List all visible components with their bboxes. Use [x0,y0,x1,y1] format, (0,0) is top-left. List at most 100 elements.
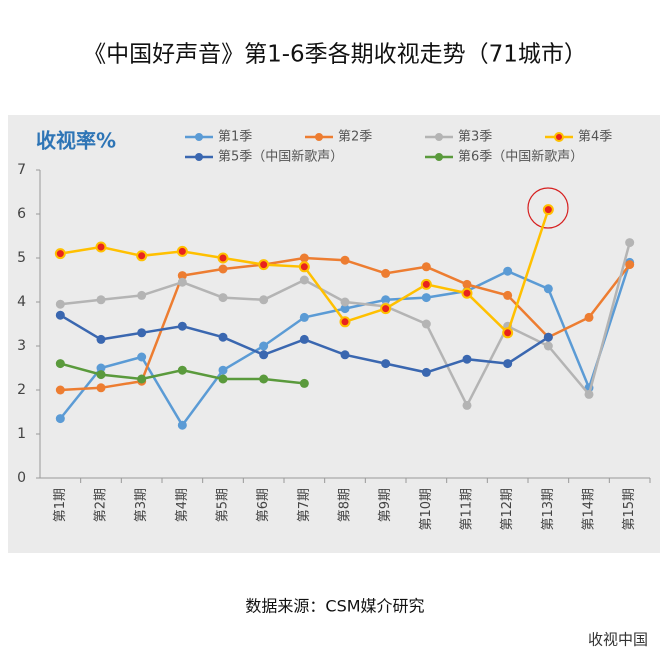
chart-title: 《中国好声音》第1-6季各期收视走势（71城市） [83,42,587,68]
series-marker [380,303,392,315]
series-marker [96,295,106,305]
x-tick-label: 第5期 [216,488,231,522]
series-marker [137,352,147,362]
plot-background [8,115,660,553]
legend-marker [195,133,203,141]
y-tick-label: 4 [17,294,26,310]
series-marker [421,367,431,377]
x-tick-label: 第12期 [500,488,515,531]
series-marker [95,241,107,253]
series-marker [340,350,350,360]
watermark: 收视中国 [588,631,648,649]
series-marker [55,414,65,424]
legend-marker [554,132,564,142]
series-marker [55,385,65,395]
series-marker [299,312,309,322]
series-marker [381,295,391,305]
x-tick-label: 第4期 [175,488,190,522]
x-tick-label: 第8期 [338,488,353,522]
series-marker [54,248,66,260]
series-marker [137,374,147,384]
x-tick-label: 第3期 [134,488,149,522]
legend-marker [315,133,323,141]
series-marker [259,350,269,360]
series-marker [462,354,472,364]
series-marker [218,374,228,384]
series-marker [461,287,473,299]
highlight-circle [527,187,569,229]
series-marker [96,383,106,393]
series-marker [503,290,513,300]
series-marker [381,268,391,278]
series-marker [299,275,309,285]
series-marker [381,359,391,369]
series-marker [299,334,309,344]
x-tick-label: 第15期 [622,488,637,531]
x-tick-label: 第1期 [53,488,68,522]
series-marker [298,261,310,273]
series-marker [462,400,472,410]
series-marker [421,293,431,303]
series-marker [55,299,65,309]
series-marker [543,341,553,351]
x-tick-label: 第6期 [256,488,271,522]
series-marker [218,332,228,342]
series-marker [503,359,513,369]
x-tick-label: 第14期 [582,488,597,531]
y-tick-label: 1 [17,426,26,442]
source-note: 数据来源：CSM媒介研究 [245,597,424,616]
series-marker [503,266,513,276]
series-marker [258,259,270,271]
legend-label: 第4季 [578,130,612,145]
series-marker [421,319,431,329]
series-marker [462,279,472,289]
series-marker [420,278,432,290]
series-marker [259,374,269,384]
legend-label: 第2季 [338,130,372,145]
legend-label: 第6季（中国新歌声） [458,149,583,165]
series-marker [177,271,187,281]
y-tick-label: 6 [17,206,26,222]
y-tick-label: 0 [17,470,26,486]
series-marker [625,260,635,270]
series-marker [218,293,228,303]
y-tick-label: 2 [17,382,26,398]
series-marker [584,389,594,399]
series-marker [421,262,431,272]
x-tick-label: 第7期 [297,488,312,522]
series-marker [543,332,553,342]
x-tick-label: 第10期 [419,488,434,531]
series-marker [259,295,269,305]
x-tick-label: 第11期 [460,488,475,531]
series-marker [177,321,187,331]
legend-marker [435,153,443,161]
series-marker [259,341,269,351]
y-tick-label: 7 [17,162,26,178]
series-marker [543,284,553,294]
series-marker [177,420,187,430]
series-marker [340,255,350,265]
series-marker [137,328,147,338]
legend-label: 第5季（中国新歌声） [218,149,343,165]
series-marker [542,204,554,216]
series-marker [55,359,65,369]
x-tick-label: 第13期 [541,488,556,531]
series-marker [584,312,594,322]
y-tick-label: 3 [17,338,26,354]
legend-marker [435,133,443,141]
series-marker [218,365,228,375]
y-axis-label: 收视率% [36,129,116,153]
y-tick-label: 5 [17,250,26,266]
legend-label: 第3季 [458,130,492,145]
x-tick-label: 第9期 [378,488,393,522]
series-marker [218,264,228,274]
series-marker [176,245,188,257]
series-marker [299,253,309,263]
series-marker [340,297,350,307]
series-marker [137,290,147,300]
series-marker [340,304,350,314]
legend-label: 第1季 [218,130,252,145]
series-marker [96,363,106,373]
series-marker [177,277,187,287]
